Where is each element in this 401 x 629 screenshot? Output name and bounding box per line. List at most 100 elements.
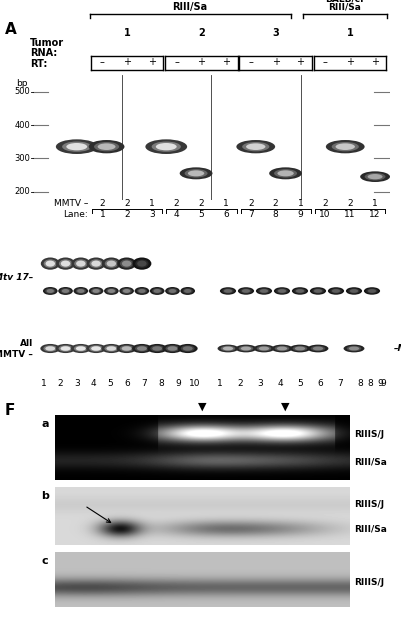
Text: RIII/Sa: RIII/Sa [353,457,386,466]
Ellipse shape [76,346,85,351]
Ellipse shape [62,142,91,152]
Text: RIII/Sa: RIII/Sa [172,2,207,12]
Ellipse shape [45,288,55,294]
Ellipse shape [253,345,274,352]
Ellipse shape [132,257,151,270]
Ellipse shape [150,345,164,352]
Text: B: B [40,244,47,254]
Ellipse shape [310,346,324,351]
Ellipse shape [89,259,103,268]
Ellipse shape [91,346,101,351]
Ellipse shape [145,140,187,154]
Ellipse shape [217,345,238,352]
Ellipse shape [255,287,271,295]
Ellipse shape [309,287,325,295]
Text: 8: 8 [366,379,372,387]
Ellipse shape [56,140,97,154]
Text: +: + [148,57,156,67]
Ellipse shape [119,287,134,295]
Text: 5: 5 [198,211,204,220]
Ellipse shape [276,347,286,350]
Ellipse shape [43,345,57,352]
Ellipse shape [132,344,152,353]
Ellipse shape [345,287,361,295]
Ellipse shape [184,289,191,293]
Ellipse shape [165,345,179,352]
Ellipse shape [105,259,118,268]
Text: 1: 1 [223,199,229,208]
Ellipse shape [40,344,60,353]
Ellipse shape [330,288,341,294]
Ellipse shape [363,287,379,295]
Ellipse shape [335,143,354,150]
Text: b: b [41,491,49,501]
Ellipse shape [73,287,88,295]
Ellipse shape [364,173,385,181]
Text: 1: 1 [217,379,222,387]
Ellipse shape [241,142,269,152]
Text: 3: 3 [74,379,80,387]
Text: +: + [370,57,378,67]
Ellipse shape [43,287,57,295]
Ellipse shape [74,345,87,352]
Text: 1: 1 [41,379,46,387]
Ellipse shape [106,288,116,294]
Ellipse shape [89,287,103,295]
Ellipse shape [312,347,322,350]
Ellipse shape [123,289,130,293]
Text: ▼: ▼ [280,402,289,412]
Text: Mtv 17–: Mtv 17– [0,274,33,282]
Text: A: A [5,22,17,37]
Ellipse shape [187,170,204,176]
Ellipse shape [104,345,118,352]
Ellipse shape [59,345,72,352]
Ellipse shape [313,289,321,293]
Ellipse shape [137,346,146,351]
Ellipse shape [219,287,235,295]
Ellipse shape [135,345,148,352]
Text: 6: 6 [124,379,130,387]
Text: 7: 7 [336,379,342,387]
Text: –: – [248,57,253,67]
Ellipse shape [182,288,192,294]
Text: 2: 2 [322,199,327,208]
Text: –: – [100,57,105,67]
Text: 400: 400 [14,121,30,130]
Ellipse shape [94,142,119,152]
Ellipse shape [367,174,382,179]
Ellipse shape [101,344,121,353]
Text: RNA:: RNA: [30,48,57,58]
Ellipse shape [235,345,256,352]
Ellipse shape [134,287,149,295]
Text: ▼: ▼ [198,402,206,412]
Ellipse shape [167,288,177,294]
Ellipse shape [66,143,87,150]
Ellipse shape [122,346,131,351]
Text: 11: 11 [343,211,355,220]
Ellipse shape [59,259,72,268]
Ellipse shape [259,289,267,293]
Text: 8: 8 [356,379,362,387]
Ellipse shape [245,143,265,150]
Ellipse shape [61,346,70,351]
Text: +: + [197,57,205,67]
Text: a: a [41,419,49,429]
Text: 9: 9 [379,379,385,387]
Text: 200: 200 [14,187,30,196]
Text: 10: 10 [188,379,200,387]
Text: +: + [296,57,304,67]
Text: –Mtv: –Mtv [393,344,401,353]
Text: c: c [41,556,47,566]
Ellipse shape [307,345,328,352]
Ellipse shape [152,288,162,294]
Ellipse shape [273,169,296,177]
Text: 2: 2 [272,199,278,208]
Ellipse shape [241,289,249,293]
Ellipse shape [292,346,306,351]
Text: RIIIS/J: RIIIS/J [353,500,383,509]
Ellipse shape [237,287,253,295]
Text: 1: 1 [346,28,352,38]
Text: 2: 2 [99,199,105,208]
Text: 5: 5 [296,379,302,387]
Text: 9: 9 [174,379,180,387]
